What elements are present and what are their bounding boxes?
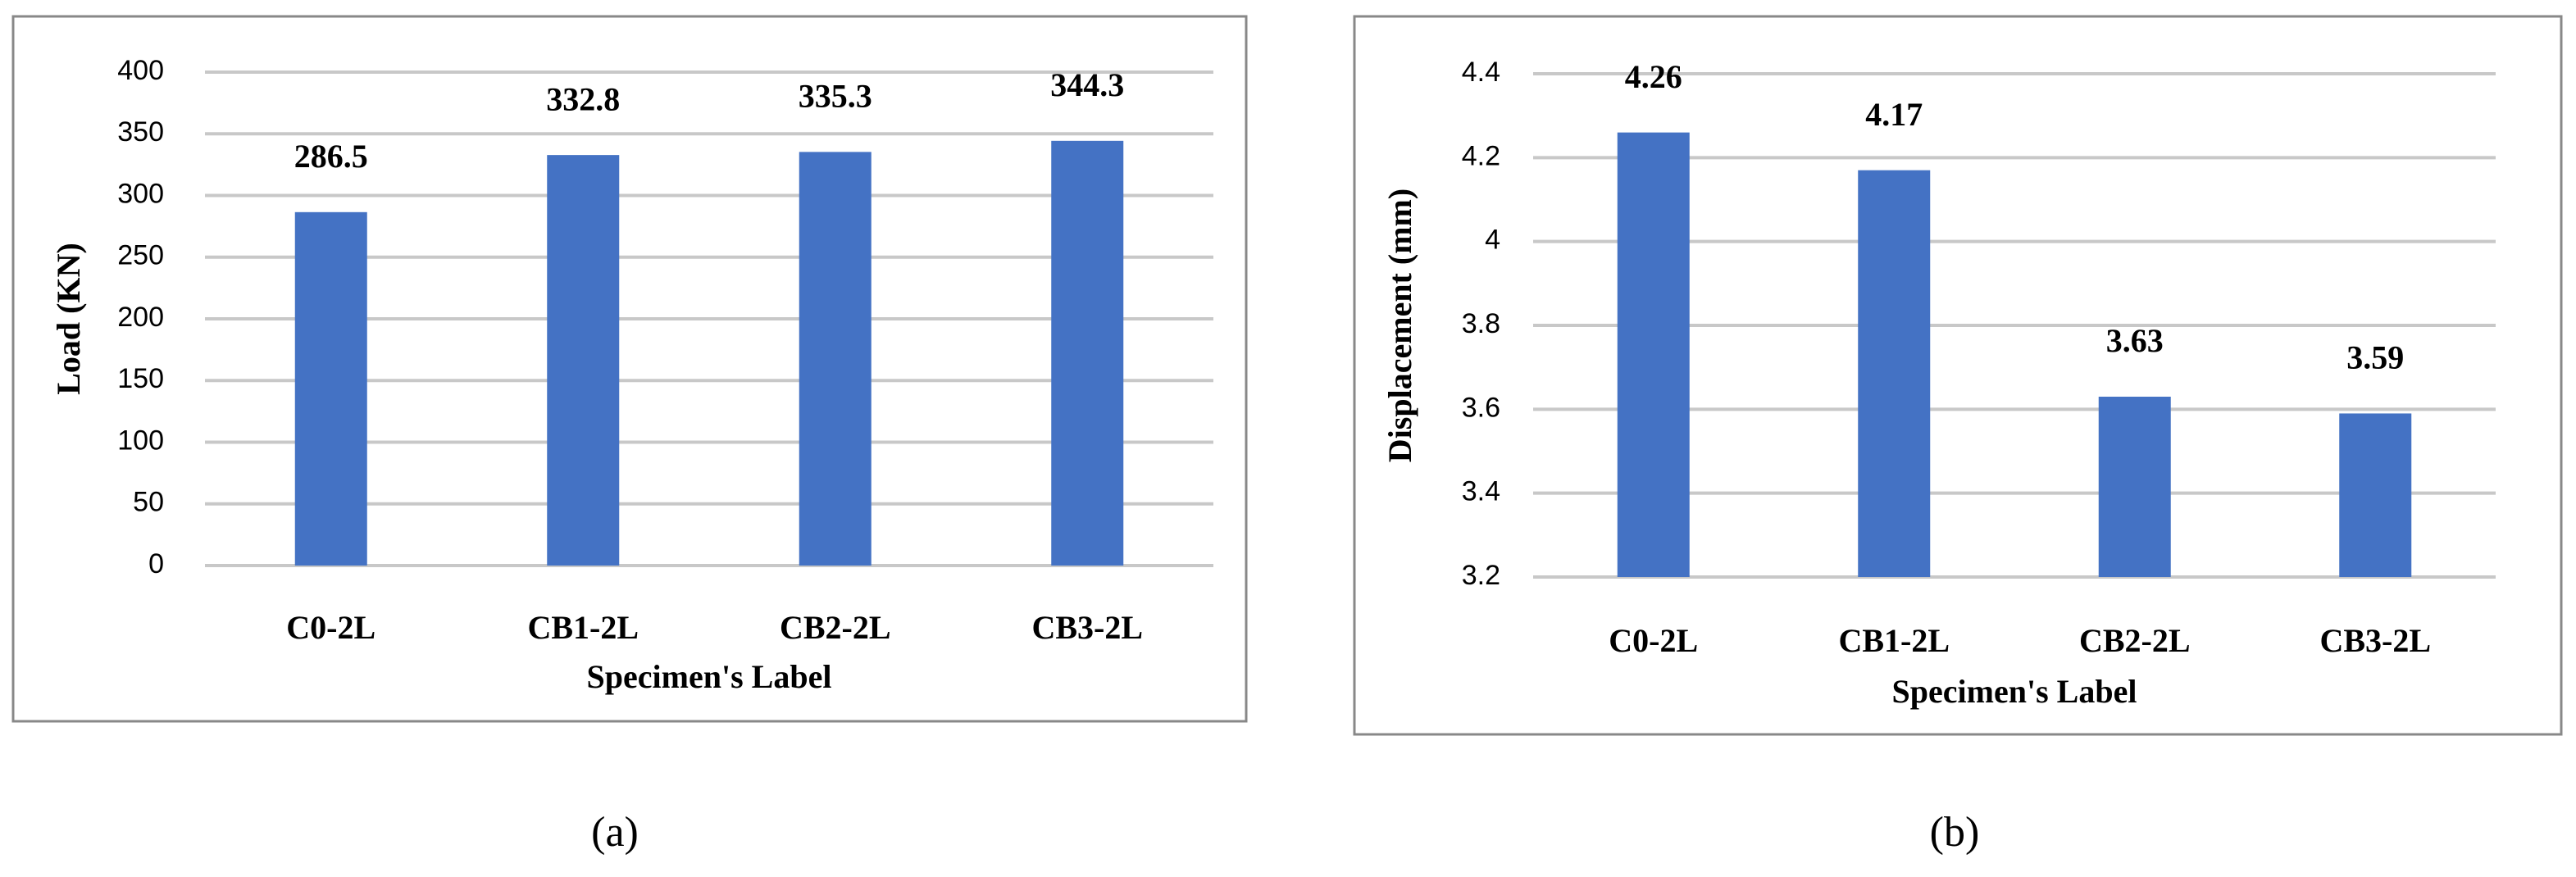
bar (547, 155, 620, 566)
y-tick-label: 100 (117, 425, 164, 456)
y-tick-label: 3.2 (1462, 560, 1500, 591)
y-tick-label: 250 (117, 240, 164, 271)
y-tick-label: 3.4 (1462, 476, 1500, 507)
y-tick-label: 4 (1485, 225, 1500, 256)
data-label: 4.26 (1625, 58, 1682, 95)
caption: (a) (591, 809, 639, 856)
data-label: 335.3 (799, 78, 872, 115)
y-axis-title: Load (KN) (50, 243, 87, 395)
bar (1858, 170, 1931, 577)
y-tick-label: 4.4 (1462, 57, 1500, 88)
bar (2339, 413, 2412, 577)
x-tick-label: CB2-2L (2079, 622, 2191, 659)
x-tick-label: CB1-2L (527, 609, 639, 646)
y-tick-label: 3.8 (1462, 308, 1500, 339)
bar (1617, 132, 1690, 578)
data-label: 332.8 (546, 80, 620, 117)
y-tick-label: 150 (117, 363, 164, 394)
x-tick-label: CB3-2L (2319, 622, 2431, 659)
x-tick-label: CB1-2L (1838, 622, 1950, 659)
y-tick-label: 0 (148, 548, 164, 579)
panel-frame (11, 15, 1248, 723)
data-label: 3.59 (2346, 339, 2404, 376)
y-tick-label: 200 (117, 302, 164, 333)
data-label: 4.17 (1865, 96, 1923, 133)
bar (2098, 396, 2171, 577)
panel-frame (1353, 15, 2563, 736)
data-label: 344.3 (1050, 66, 1124, 103)
x-axis-title: Specimen's Label (587, 658, 832, 695)
y-axis-title: Displacement (mm) (1381, 189, 1418, 462)
bar (1051, 140, 1124, 566)
y-tick-label: 3.6 (1462, 392, 1500, 423)
caption: (b) (1930, 809, 1980, 856)
y-tick-label: 400 (117, 55, 164, 86)
x-tick-label: C0-2L (286, 609, 375, 646)
bar (294, 211, 367, 566)
y-tick-label: 350 (117, 116, 164, 148)
data-label: 3.63 (2106, 322, 2164, 359)
bar (799, 152, 872, 566)
x-tick-label: CB3-2L (1031, 609, 1143, 646)
y-tick-label: 50 (133, 487, 164, 518)
y-tick-label: 4.2 (1462, 140, 1500, 171)
x-tick-label: C0-2L (1609, 622, 1698, 659)
data-label: 286.5 (294, 138, 368, 175)
y-tick-label: 300 (117, 178, 164, 209)
x-tick-label: CB2-2L (780, 609, 891, 646)
x-axis-title: Specimen's Label (1892, 673, 2137, 710)
